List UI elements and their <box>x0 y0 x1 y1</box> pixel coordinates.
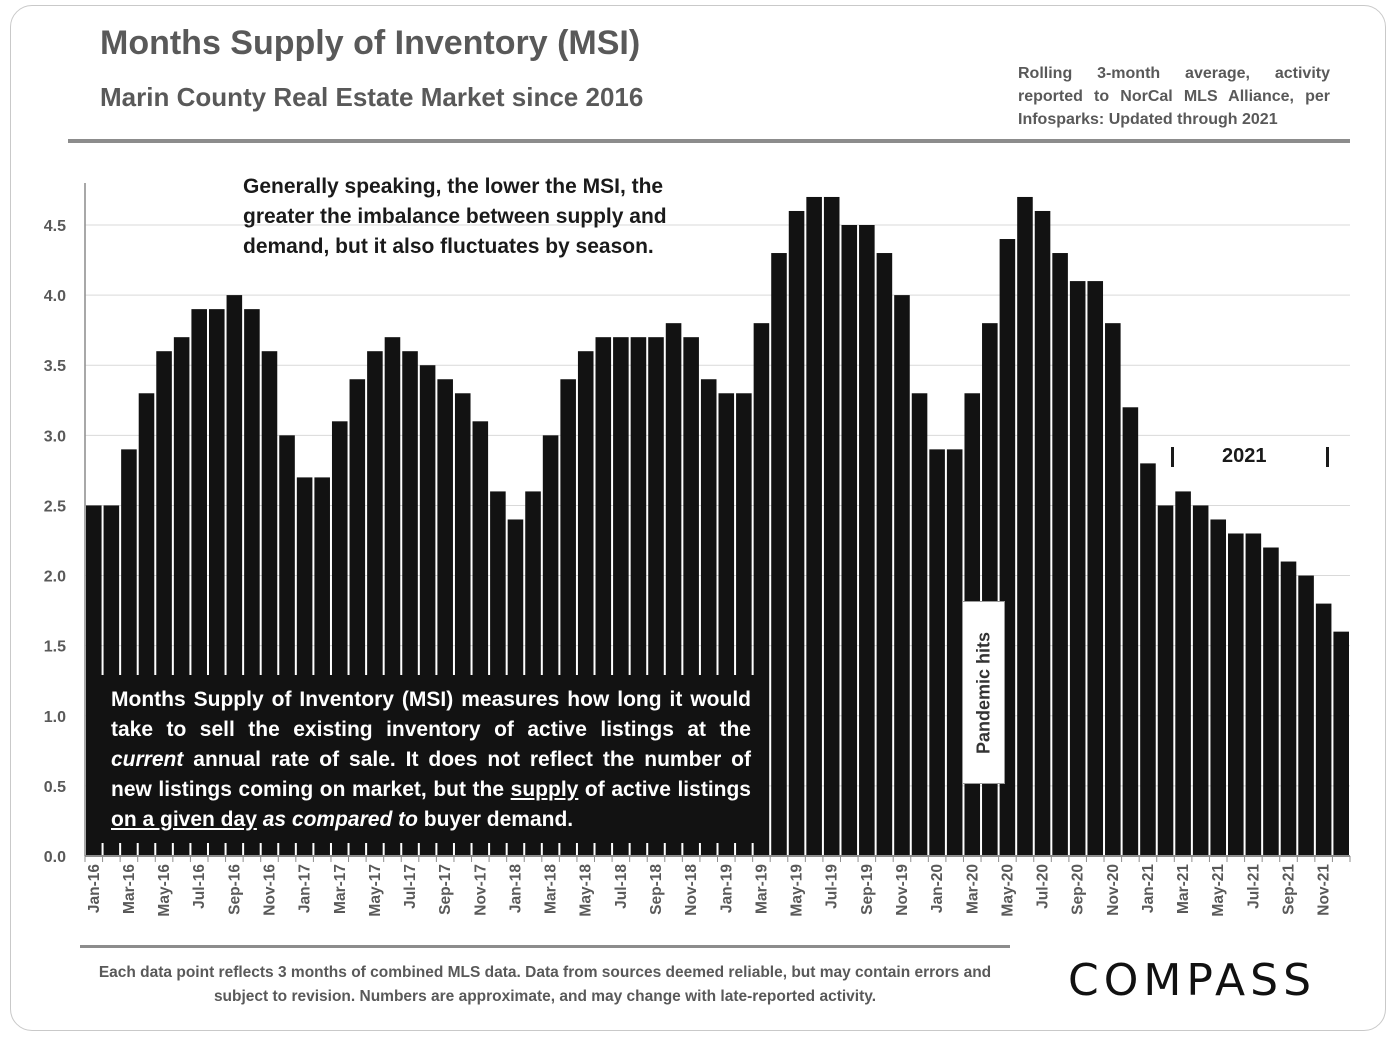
x-tick-label: May-16 <box>156 864 173 917</box>
compass-logo: COMPASS <box>1068 955 1316 1006</box>
y-tick-label: 1.0 <box>44 709 66 726</box>
x-tick-label: Jul-20 <box>1035 864 1052 909</box>
bar-Sep-21 <box>1280 561 1297 856</box>
page-title: Months Supply of Inventory (MSI) <box>100 24 641 62</box>
pandemic-marker: Pandemic hits <box>962 601 1005 784</box>
bar-Nov-21 <box>1315 603 1332 856</box>
gridlines <box>85 224 1350 787</box>
x-tick-label: Jan-20 <box>929 864 946 913</box>
header-divider <box>68 139 1350 143</box>
x-tick-label: May-19 <box>789 864 806 917</box>
x-tick-label: Sep-16 <box>226 864 243 915</box>
x-tick-label: Jul-18 <box>613 864 630 909</box>
bar-Nov-20 <box>1105 323 1121 856</box>
bar-Jun-19 <box>806 196 822 856</box>
bar-Jul-21 <box>1245 533 1262 856</box>
bar-Apr-21 <box>1192 505 1209 856</box>
bar-Oct-20 <box>1087 281 1104 857</box>
x-tick-label: Jan-19 <box>718 864 735 913</box>
y-tick-label: 3.0 <box>44 428 66 445</box>
bar-Jul-20 <box>1034 210 1051 857</box>
footer-divider <box>80 945 1010 948</box>
x-tick-label: Jan-16 <box>86 864 103 913</box>
bar-Feb-21 <box>1157 505 1174 856</box>
bar-Aug-21 <box>1263 547 1279 856</box>
bar-Dec-21 <box>1333 631 1349 856</box>
x-tick-label: Sep-17 <box>437 864 454 915</box>
bar-Aug-19 <box>841 225 858 856</box>
msi-definition-box: Months Supply of Inventory (MSI) measure… <box>97 675 765 843</box>
x-tick-label: Nov-18 <box>683 864 700 916</box>
bar-Jan-20 <box>929 449 945 856</box>
y-tick-label: 2.5 <box>44 498 66 515</box>
y-tick-label: 4.5 <box>44 218 66 235</box>
x-tick-label: Jul-21 <box>1245 864 1262 909</box>
y-tick-label: 2.0 <box>44 569 66 586</box>
y-axis: 0.0 0.5 1.0 1.5 2.0 2.5 3.0 3.5 4.0 4.5 <box>44 183 86 866</box>
x-tick-label: Sep-19 <box>859 864 876 915</box>
bar-Dec-19 <box>911 393 928 856</box>
x-tick-label: Mar-20 <box>964 864 981 914</box>
bar-May-19 <box>788 210 805 857</box>
x-tick-label: May-20 <box>999 864 1016 917</box>
x-tick-label: Nov-17 <box>472 864 489 916</box>
bar-Nov-19 <box>894 295 910 856</box>
x-tick-label: Jul-17 <box>402 864 419 909</box>
x-tick-label: Jan-21 <box>1140 864 1157 913</box>
bar-Oct-21 <box>1298 575 1314 856</box>
bar-Sep-20 <box>1069 281 1086 857</box>
year-2021-label: 2021 <box>1222 445 1267 467</box>
year-bracket-right <box>1326 447 1329 467</box>
bar-Oct-19 <box>876 253 893 857</box>
bar-Feb-20 <box>946 449 963 856</box>
year-bracket-left <box>1171 447 1174 467</box>
x-tick-label: Jul-19 <box>824 864 841 909</box>
y-tick-label: 4.0 <box>44 288 66 305</box>
bar-Dec-20 <box>1122 407 1139 856</box>
x-tick-label: Jan-18 <box>508 864 525 913</box>
page-subtitle: Marin County Real Estate Market since 20… <box>100 82 644 112</box>
x-tick-label: Nov-20 <box>1105 864 1122 916</box>
y-tick-label: 1.5 <box>44 639 66 656</box>
pandemic-label: Pandemic hits <box>973 631 993 754</box>
source-note: Rolling 3-month average, activity report… <box>1018 65 1330 128</box>
seasonality-annotation: Generally speaking, the lower the MSI, t… <box>243 175 667 258</box>
bar-Aug-20 <box>1052 253 1068 857</box>
y-tick-label: 3.5 <box>44 358 66 375</box>
footer-disclaimer: Each data point reflects 3 months of com… <box>98 964 992 1005</box>
bar-Jun-21 <box>1228 533 1244 856</box>
msi-definition-text: Months Supply of Inventory (MSI) measure… <box>111 688 751 831</box>
x-tick-label: Nov-19 <box>894 864 911 916</box>
bar-Sep-19 <box>859 225 875 856</box>
y-tick-label: 0.0 <box>44 849 66 866</box>
bar-Jun-20 <box>1017 196 1033 856</box>
x-tick-label: May-21 <box>1210 864 1227 917</box>
bar-Jul-19 <box>823 196 840 856</box>
x-tick-label: May-18 <box>578 864 595 917</box>
x-tick-label: Jul-16 <box>191 864 208 909</box>
bar-Mar-21 <box>1175 491 1191 856</box>
x-tick-label: Mar-17 <box>332 864 349 914</box>
x-tick-label: Nov-21 <box>1316 864 1333 916</box>
x-tick-label: Sep-18 <box>648 864 665 915</box>
x-tick-label: Jan-17 <box>297 864 314 913</box>
x-tick-label: Nov-16 <box>262 864 279 916</box>
bar-May-21 <box>1210 519 1227 856</box>
x-axis: Jan-16 Mar-16 May-16 Jul-16 Sep-16 Nov-16 Jan-… <box>84 855 1351 917</box>
x-tick-label: Mar-19 <box>753 864 770 914</box>
x-tick-label: May-17 <box>367 864 384 917</box>
bar-Jan-21 <box>1140 463 1156 856</box>
x-tick-label: Mar-16 <box>121 864 138 914</box>
y-tick-label: 0.5 <box>44 779 66 796</box>
x-tick-label: Mar-18 <box>543 864 560 914</box>
x-tick-label: Sep-21 <box>1281 864 1298 915</box>
x-tick-label: Sep-20 <box>1070 864 1087 915</box>
bar-Apr-19 <box>771 253 787 857</box>
x-tick-label: Mar-21 <box>1175 864 1192 914</box>
